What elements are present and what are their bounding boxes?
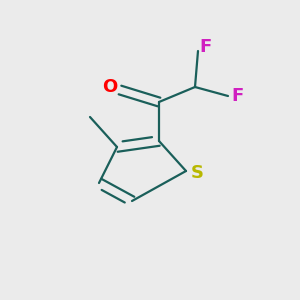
Text: S: S [191, 164, 204, 181]
Text: F: F [200, 38, 211, 56]
Text: O: O [102, 78, 117, 96]
Text: F: F [232, 87, 244, 105]
